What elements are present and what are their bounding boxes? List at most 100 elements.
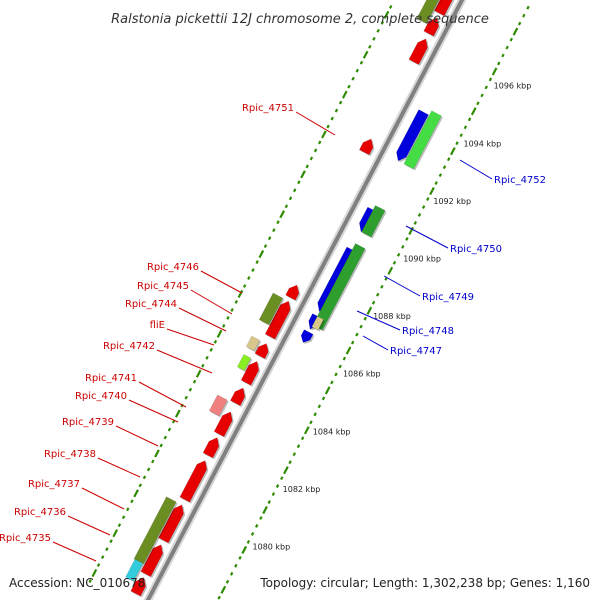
gc-dot xyxy=(363,316,367,321)
green-feature-body xyxy=(403,110,442,170)
gc-dot xyxy=(300,436,305,441)
gc-dot xyxy=(317,404,322,409)
forward-gene xyxy=(179,460,209,504)
gc-dot xyxy=(380,284,384,289)
tan-feature-body xyxy=(245,335,261,352)
gc-dot xyxy=(497,61,501,66)
forward-gene-body xyxy=(423,17,439,37)
gc-dot xyxy=(476,101,480,106)
forward-gene-body xyxy=(264,300,291,340)
gc-dot xyxy=(324,386,331,395)
gene-label-left: Rpic_4741 xyxy=(85,373,187,408)
olive-feature xyxy=(258,292,285,327)
olive-feature xyxy=(416,0,442,25)
gc-dot xyxy=(355,68,360,73)
kbp-tick-label: 1090 kbp xyxy=(403,254,441,263)
gc-dot xyxy=(258,250,265,259)
gc-dot xyxy=(101,555,105,560)
reverse-gene xyxy=(300,329,315,345)
gc-dot xyxy=(238,555,242,560)
gene-label-right: Rpic_4750 xyxy=(405,225,502,255)
gc-dot xyxy=(247,276,251,280)
gene-labels-left: Rpic_4751 Rpic_4746 Rpic_4745 Rpic_4744 fliE… xyxy=(0,103,336,562)
gc-dot xyxy=(505,45,509,50)
label-leader xyxy=(200,270,243,294)
gc-dot xyxy=(392,260,397,265)
gc-dot xyxy=(276,220,280,225)
gc-dot xyxy=(217,595,221,600)
forward-gene-body xyxy=(213,411,233,437)
gc-dot xyxy=(330,380,334,385)
gc-dot xyxy=(146,467,151,472)
kbp-tick-label: 1094 kbp xyxy=(464,139,502,148)
gc-dot xyxy=(91,569,98,578)
forward-gene xyxy=(423,17,441,38)
gc-dot xyxy=(501,53,505,58)
pseudo-gene xyxy=(208,394,229,418)
gc-dot xyxy=(330,116,334,121)
forward-gene xyxy=(359,138,375,157)
gene-name: Rpic_4744 xyxy=(125,299,177,310)
gc-dot xyxy=(234,563,238,568)
gc-dot xyxy=(201,363,205,368)
gc-dot xyxy=(205,355,209,360)
gene-label-left: Rpic_4735 xyxy=(0,533,97,562)
kbp-tick-label: 1092 kbp xyxy=(433,197,471,206)
gc-dot xyxy=(480,93,484,98)
forward-gene-body xyxy=(130,577,146,597)
gc-dot xyxy=(405,236,409,241)
gc-dot xyxy=(154,449,160,458)
gc-dot xyxy=(263,244,268,249)
gc-dot xyxy=(188,387,193,392)
gc-dot xyxy=(334,372,338,377)
olive-feature-body xyxy=(258,292,284,326)
gc-dot xyxy=(222,323,226,328)
gc-dot xyxy=(184,395,188,400)
reverse-gene-body xyxy=(396,109,429,162)
label-leader xyxy=(156,349,213,374)
forward-gene-body xyxy=(408,38,428,65)
green-feature xyxy=(403,110,443,171)
gc-dot xyxy=(213,339,218,344)
gc-dot xyxy=(279,210,286,219)
gene-name: Rpic_4746 xyxy=(147,262,199,273)
gene-label-left: Rpic_4742 xyxy=(103,341,213,374)
gene-label-right: Rpic_4747 xyxy=(362,335,442,357)
forward-gene-body xyxy=(230,387,246,406)
gc-dot xyxy=(255,524,259,528)
gc-dot xyxy=(241,545,248,554)
gene-label-left: Rpic_4744 xyxy=(125,299,227,332)
forward-gene xyxy=(240,360,261,387)
gc-dot xyxy=(167,427,172,432)
gc-dot xyxy=(362,50,369,59)
olive-feature-body xyxy=(416,0,440,24)
gene-label-right: Rpic_4749 xyxy=(383,275,474,303)
gc-dot xyxy=(262,505,268,515)
gc-dot xyxy=(283,466,289,475)
kbp-tick-label: 1088 kbp xyxy=(373,312,411,321)
kbp-tick-label: 1080 kbp xyxy=(253,542,291,551)
gc-dot xyxy=(309,420,313,425)
forward-gene-body xyxy=(240,360,260,386)
gene-label-left: Rpic_4739 xyxy=(62,417,159,447)
gc-dot xyxy=(408,226,414,235)
tan-feature-body xyxy=(311,315,325,331)
forward-gene xyxy=(213,411,234,439)
backbone-line xyxy=(145,0,465,600)
gc-dot xyxy=(318,140,322,145)
kbp-tick-label: 1082 kbp xyxy=(283,485,321,494)
gc-dot xyxy=(255,260,259,265)
gc-dot xyxy=(175,409,181,418)
gene-name: Rpic_4735 xyxy=(0,533,51,544)
forward-gene-body xyxy=(158,504,184,544)
gc-dot xyxy=(292,452,296,457)
label-leader xyxy=(405,225,449,249)
gc-dot xyxy=(522,13,526,18)
gene-name: Rpic_4751 xyxy=(242,103,294,114)
gc-dot xyxy=(413,221,418,225)
gc-dot xyxy=(272,228,276,233)
label-leader xyxy=(178,307,227,332)
cyan-feature-body xyxy=(125,558,144,582)
gc-dot xyxy=(220,585,227,594)
gc-dot xyxy=(368,44,372,49)
